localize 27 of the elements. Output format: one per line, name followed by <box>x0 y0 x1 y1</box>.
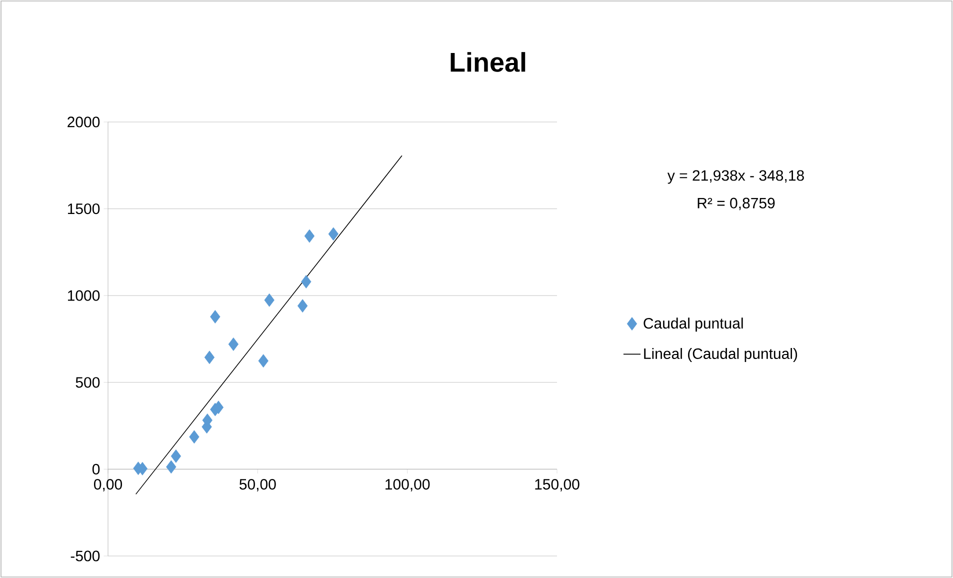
x-tick-label: 0,00 <box>94 478 122 492</box>
point <box>298 299 308 313</box>
point <box>301 275 312 288</box>
point <box>258 354 268 368</box>
point <box>328 227 338 241</box>
chart-title: Lineal <box>450 52 526 72</box>
x-tick-label: 50,00 <box>240 478 276 492</box>
legend-label: Lineal (Caudal puntual) <box>644 348 798 362</box>
text: R² = 0,8759 <box>698 198 775 210</box>
point <box>228 338 239 351</box>
y-tick-label: -500 <box>70 550 100 562</box>
point <box>304 229 315 243</box>
y-tick-label: 0 <box>92 464 100 474</box>
y-tick-label: 1000 <box>68 290 100 301</box>
legend-label: Caudal puntual <box>644 318 743 332</box>
y-tick-label: 1500 <box>68 203 100 214</box>
point <box>264 293 274 307</box>
point <box>204 350 215 364</box>
text: y = 21,938x - 348,18 <box>667 170 804 184</box>
point <box>166 460 176 474</box>
x-tick-label: 150,00 <box>535 478 580 492</box>
point <box>210 310 220 324</box>
point <box>189 430 200 444</box>
x-tick-label: 100,00 <box>386 478 430 492</box>
y-tick-label: 500 <box>76 377 100 388</box>
y-tick-label: 2000 <box>68 116 100 128</box>
point <box>170 449 182 463</box>
